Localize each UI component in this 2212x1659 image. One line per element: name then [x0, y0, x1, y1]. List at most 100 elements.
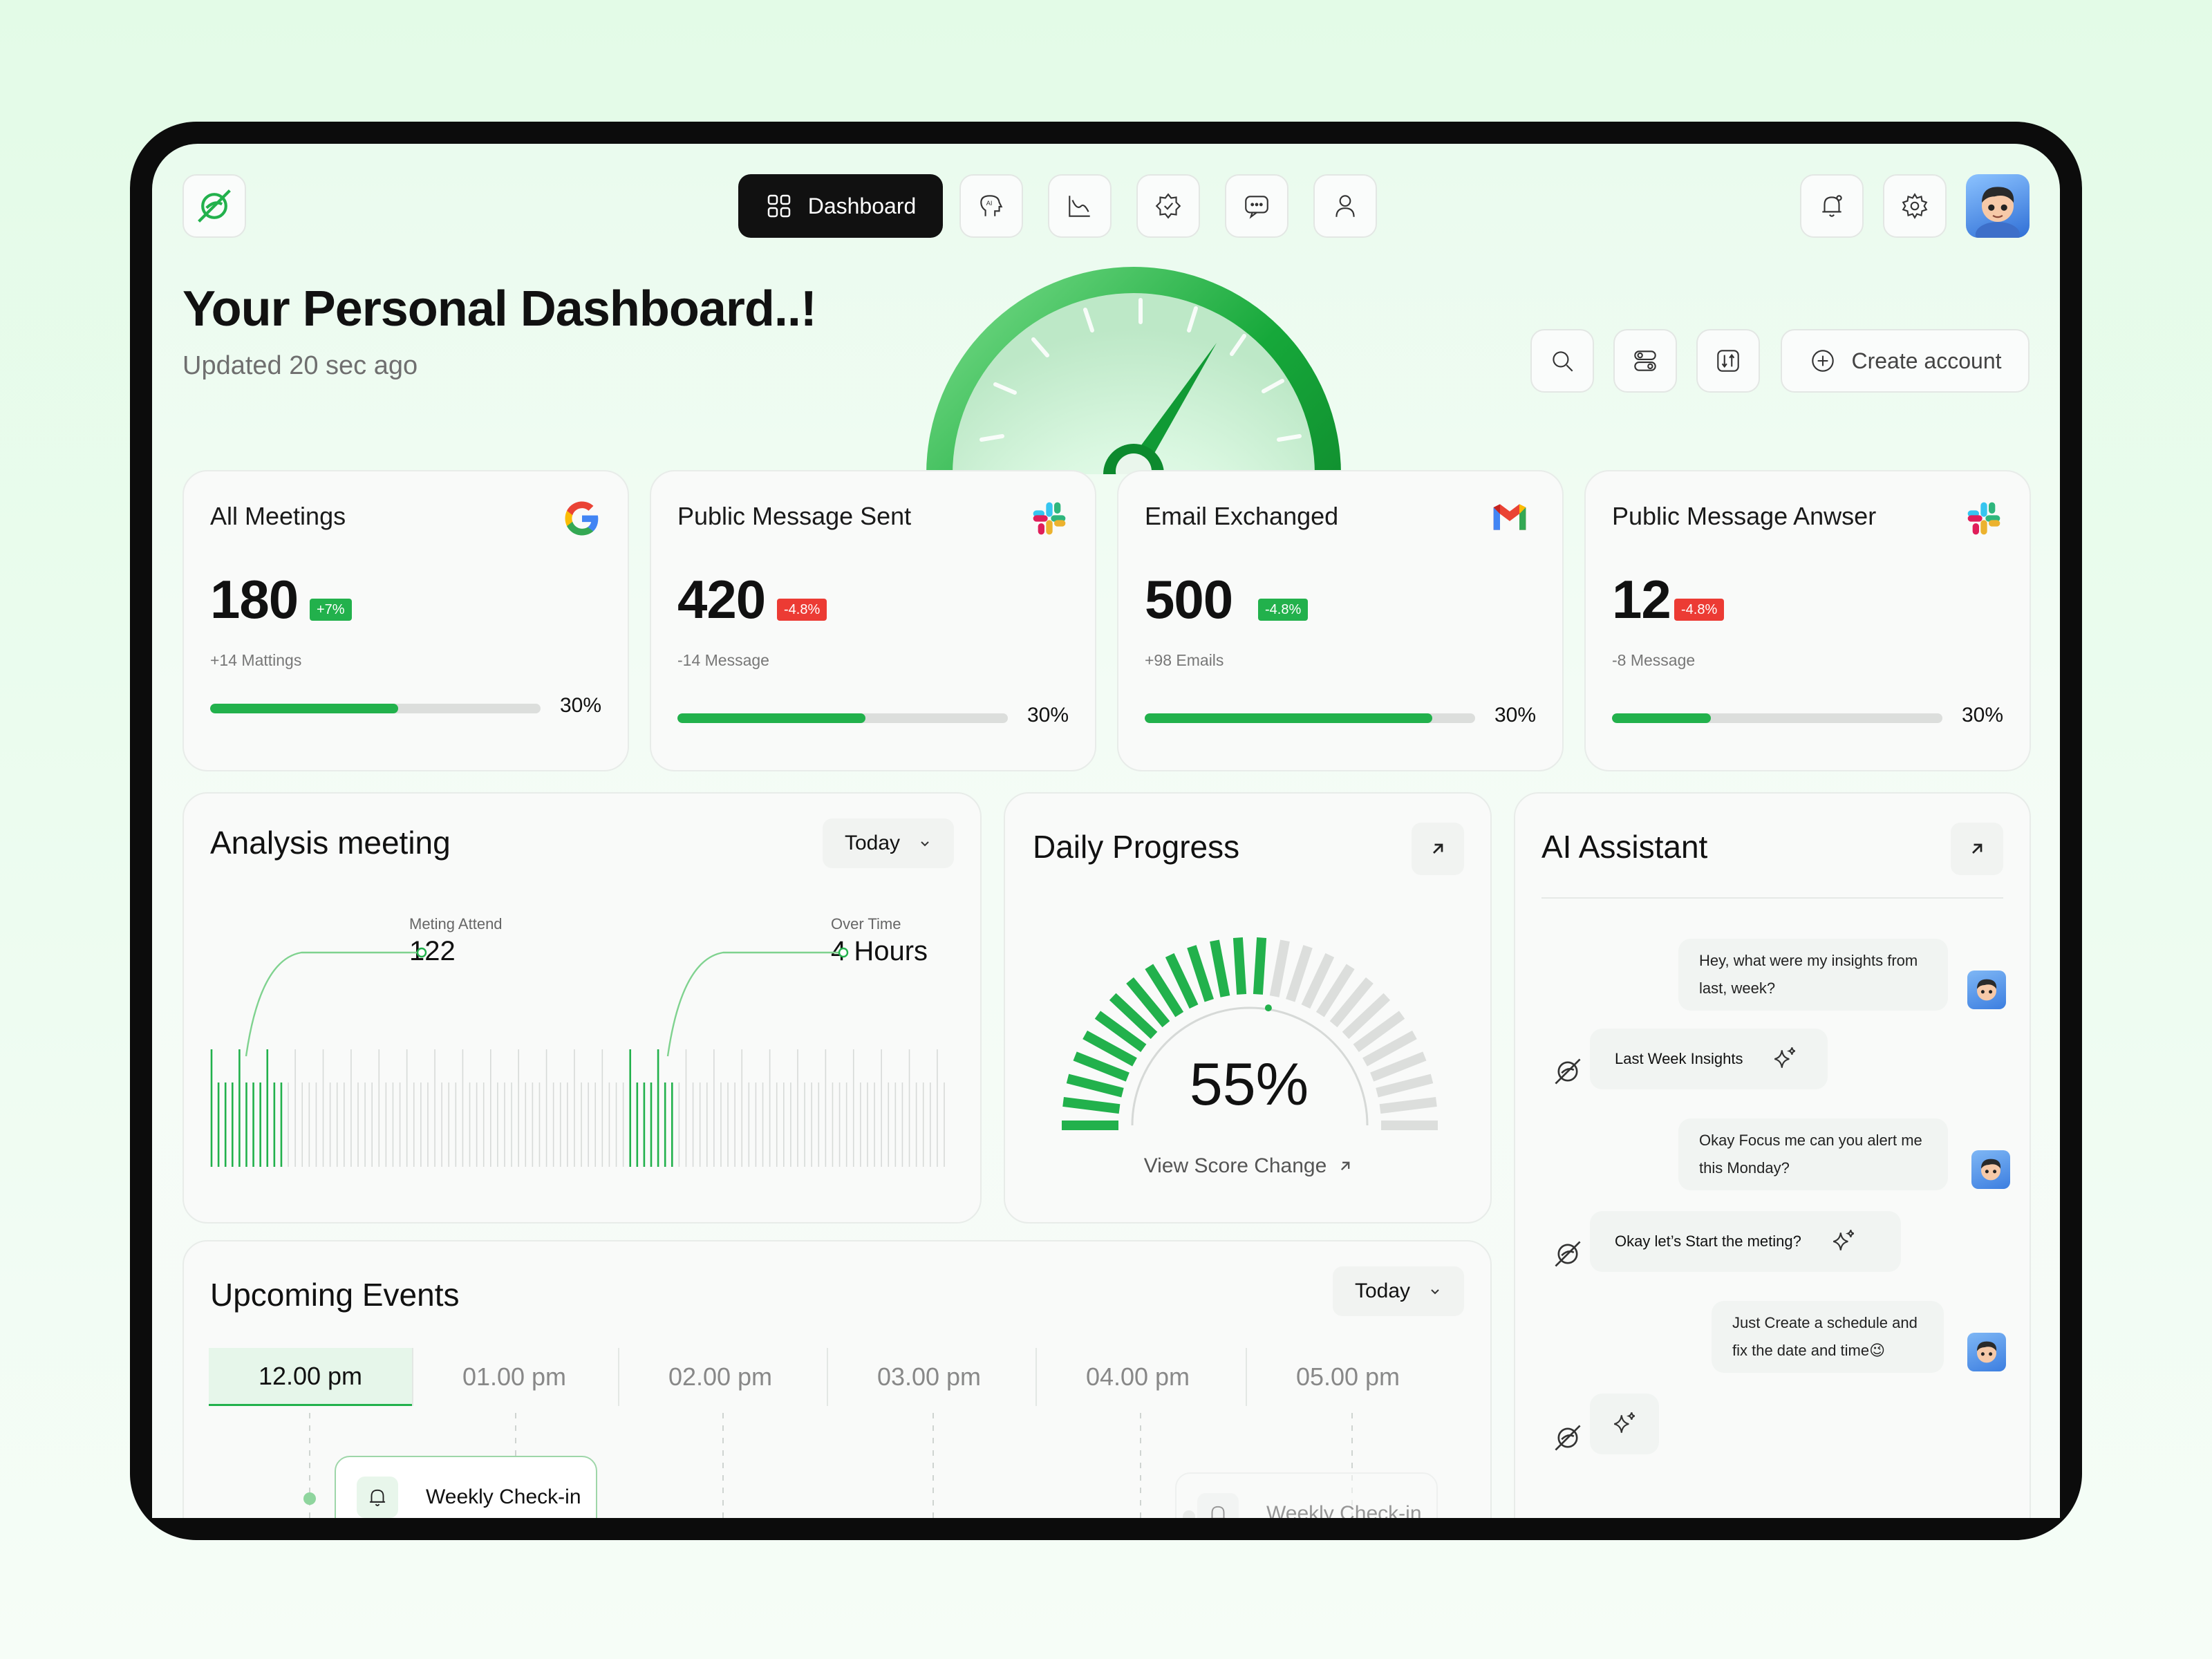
chat-message-ai-text: Last Week Insights	[1615, 1050, 1743, 1067]
nav-ai[interactable]: AI	[959, 174, 1023, 238]
gauge-segment	[1379, 1096, 1437, 1114]
analysis-title: Analysis meeting	[210, 825, 451, 861]
stat-badge: +7%	[310, 599, 352, 621]
ai-expand-button[interactable]	[1951, 823, 2003, 875]
gauge-segment	[1315, 964, 1355, 1018]
annotation-dot	[838, 947, 849, 958]
avatar	[1967, 1333, 2006, 1371]
events-filter-label: Today	[1355, 1280, 1411, 1302]
search-icon	[1553, 351, 1573, 372]
speedometer-illustration	[926, 267, 1341, 474]
view-score-change-link[interactable]: View Score Change	[1005, 1154, 1493, 1178]
gauge-segment	[1066, 1074, 1124, 1098]
daily-percent: 55%	[1189, 1051, 1309, 1118]
time-slot[interactable]: 02.00 pm	[618, 1348, 821, 1406]
nav-messages[interactable]	[1225, 174, 1288, 238]
google-icon	[565, 501, 599, 536]
logo-icon	[198, 189, 231, 223]
gauge-segment	[1253, 937, 1267, 995]
avatar	[1971, 1150, 2010, 1189]
gauge-segment	[1145, 964, 1184, 1018]
event-weekly-checkin[interactable]: Weekly Check-in	[1175, 1472, 1438, 1518]
settings-button[interactable]	[1883, 174, 1947, 238]
progress-bar	[1145, 713, 1475, 723]
event-icon-box	[1197, 1493, 1239, 1518]
gauge-segment	[1342, 993, 1391, 1040]
stat-value: 500	[1145, 569, 1233, 630]
event-icon-box	[357, 1477, 398, 1518]
stat-sub: +14 Mattings	[210, 651, 302, 669]
ai-assistant-card: AI Assistant Hey, what were my insights …	[1514, 792, 2031, 1518]
avatar-face-icon	[1977, 1341, 1997, 1363]
time-slot[interactable]: 04.00 pm	[1035, 1348, 1239, 1406]
stat-card-emails: Email Exchanged 500 -4.8% +98 Emails 30%	[1117, 470, 1564, 771]
toggle-view-button[interactable]	[1613, 329, 1677, 393]
page-subtitle: Updated 20 sec ago	[182, 351, 418, 380]
gauge-segment	[1232, 937, 1247, 995]
stat-badge: -4.8%	[1258, 599, 1309, 621]
daily-title: Daily Progress	[1033, 829, 1240, 865]
search-button[interactable]	[1530, 329, 1594, 393]
chevron-down-icon	[921, 841, 929, 847]
ai-divider	[1541, 897, 2003, 899]
daily-progress-gauge	[1062, 937, 1438, 1130]
stat-card-messages-sent: Public Message Sent 420 -4.8% -14 Messag…	[650, 470, 1096, 771]
daily-expand-button[interactable]	[1412, 823, 1464, 875]
chat-message-user: Just Create a schedule and fix the date …	[1712, 1301, 1944, 1373]
user-icon	[1335, 195, 1355, 217]
sparkle-icon	[1774, 1047, 1796, 1068]
time-slot-active[interactable]: 12.00 pm	[209, 1348, 412, 1406]
progress-percent: 30%	[1494, 704, 1536, 727]
arrow-up-right-icon	[1972, 843, 1983, 854]
chart-line-icon	[1069, 196, 1090, 217]
nav-profile[interactable]	[1313, 174, 1377, 238]
stat-title: Public Message Anwser	[1612, 502, 1877, 530]
logo[interactable]	[182, 174, 246, 238]
chat-icon	[1245, 196, 1268, 219]
progress-percent: 30%	[559, 694, 601, 717]
event-weekly-checkin[interactable]: Weekly Check-in	[335, 1456, 597, 1518]
gauge-segment	[1126, 977, 1170, 1028]
progress-bar-fill	[1612, 713, 1712, 723]
nav-dashboard-label: Dashboard	[807, 193, 917, 218]
progress-bar-fill	[1145, 713, 1432, 723]
events-title: Upcoming Events	[210, 1277, 460, 1313]
stat-title: Email Exchanged	[1145, 502, 1339, 530]
stat-title: Public Message Sent	[677, 502, 912, 530]
event-title: Weekly Check-in	[426, 1485, 581, 1508]
badge-icon	[1155, 193, 1181, 219]
nav-dashboard[interactable]: Dashboard	[738, 174, 943, 238]
avatar[interactable]	[1966, 174, 2030, 238]
toggles-icon	[1634, 350, 1656, 371]
analysis-filter-label: Today	[845, 832, 901, 854]
time-slot[interactable]: 05.00 pm	[1246, 1348, 1449, 1406]
time-slot[interactable]: 01.00 pm	[412, 1348, 615, 1406]
nav-badges[interactable]	[1136, 174, 1200, 238]
bell-icon	[1822, 195, 1842, 217]
annotation-curve	[666, 951, 841, 1057]
event-title: Weekly Check-in	[1266, 1502, 1422, 1518]
nav-analytics[interactable]	[1048, 174, 1112, 238]
gauge-segment	[1362, 1030, 1417, 1067]
create-account-button[interactable]: Create account	[1781, 329, 2030, 393]
app-screen: Dashboard AI Your Personal Dashboard..! …	[152, 144, 2060, 1518]
slack-icon	[1967, 502, 2000, 535]
gear-icon	[1902, 193, 1928, 219]
annotation-dot	[416, 947, 427, 958]
avatar-face-icon	[1981, 1159, 2001, 1181]
gauge-segment	[1165, 953, 1199, 1009]
notifications-button[interactable]	[1800, 174, 1864, 238]
analysis-filter-dropdown[interactable]: Today	[823, 818, 955, 868]
chat-message-ai-text: Okay let’s Start the meting?	[1615, 1232, 1801, 1250]
analysis-bars-chart	[210, 947, 945, 1167]
time-slot[interactable]: 03.00 pm	[827, 1348, 1030, 1406]
events-filter-dropdown[interactable]: Today	[1333, 1266, 1465, 1316]
stat-sub: +98 Emails	[1145, 651, 1224, 669]
gauge-segment	[1286, 945, 1313, 1002]
avatar	[1967, 971, 2006, 1009]
analysis-meeting-card: Analysis meeting Today Meting Attend 122…	[182, 792, 982, 1224]
stat-sub: -8 Message	[1612, 651, 1696, 669]
progress-percent: 30%	[1027, 704, 1069, 727]
sort-button[interactable]	[1696, 329, 1760, 393]
stat-title: All Meetings	[210, 502, 346, 530]
